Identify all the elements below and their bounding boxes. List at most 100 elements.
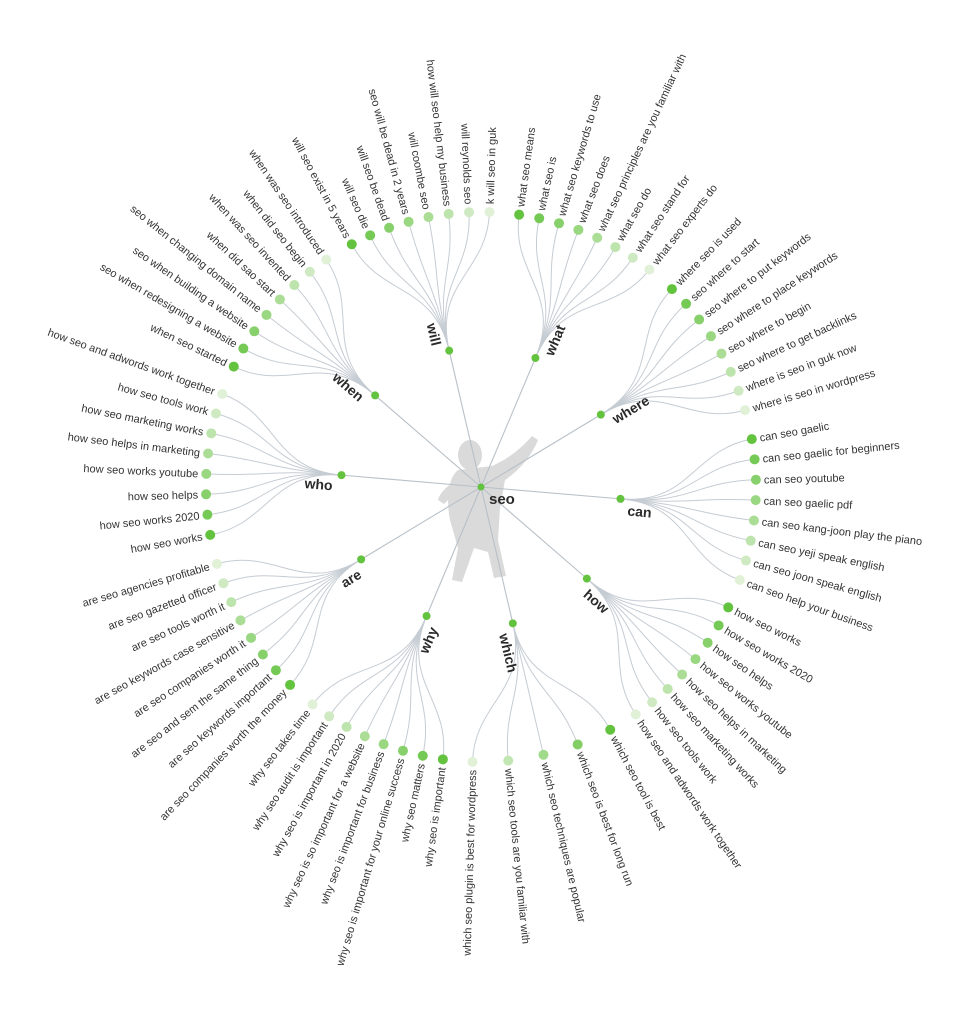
leaf-node <box>246 632 257 643</box>
leaf-node <box>694 314 705 325</box>
leaf-link <box>534 223 560 359</box>
leaf-link <box>364 615 428 737</box>
branch-link <box>448 350 482 488</box>
leaf-node <box>666 284 677 295</box>
branch-node <box>357 555 366 564</box>
leaf-node <box>365 230 376 241</box>
branch-link <box>480 486 514 624</box>
leaf-link <box>211 432 342 476</box>
leaf-node <box>437 754 448 765</box>
leaf-link <box>586 578 637 715</box>
leaf-link <box>512 623 544 755</box>
leaf-link <box>517 214 544 359</box>
branch-node <box>445 346 454 355</box>
leaf-label: which seo plugin is best for wordpress <box>462 769 480 957</box>
leaf-link <box>620 458 755 500</box>
leaf-node <box>723 602 734 613</box>
leaf-link <box>279 299 376 396</box>
branch-label: why <box>415 624 441 656</box>
leaf-node <box>359 731 370 742</box>
leaf-link <box>250 558 362 639</box>
leaf-node <box>746 434 757 445</box>
leaf-link <box>620 438 752 500</box>
branch-link <box>480 357 536 488</box>
leaf-link <box>231 558 362 603</box>
leaf-link <box>600 319 700 416</box>
leaf-node <box>733 385 744 396</box>
leaf-node <box>397 745 408 756</box>
leaf-node <box>443 208 454 219</box>
leaf-node <box>289 280 300 291</box>
leaf-node <box>249 326 260 337</box>
leaf-link <box>600 335 712 416</box>
leaf-node <box>211 408 222 419</box>
leaf-node <box>217 389 228 400</box>
leaf-node <box>464 207 475 218</box>
leaf-node <box>228 361 239 372</box>
leaf-link <box>472 623 517 762</box>
branch-label: can <box>627 503 652 521</box>
leaf-link <box>215 412 342 476</box>
leaf-link <box>346 615 428 728</box>
leaf-node <box>740 555 751 566</box>
leaf-link <box>506 623 519 761</box>
leaf-label: can seo gaelic for beginners <box>762 440 901 466</box>
leaf-label: how seo helps <box>128 489 199 503</box>
branch-node <box>596 410 605 419</box>
leaf-link <box>328 615 428 717</box>
branch-link <box>426 486 482 617</box>
leaf-label: can seo youtube <box>764 472 845 486</box>
leaf-link <box>243 348 376 396</box>
leaf-node <box>749 454 760 465</box>
branch-node <box>582 574 591 583</box>
leaf-link <box>206 473 342 495</box>
leaf-label: how seo works youtube <box>83 463 198 480</box>
leaf-link <box>445 212 490 351</box>
leaf-link <box>293 284 376 396</box>
leaf-node <box>321 254 332 265</box>
leaf-node <box>503 755 514 766</box>
branch-link <box>480 486 621 500</box>
leaf-node <box>647 697 658 708</box>
leaf-link <box>388 227 450 351</box>
branch-node <box>371 391 380 400</box>
leaf-label: how seo works 2020 <box>99 510 200 532</box>
leaf-node <box>203 448 214 459</box>
leaf-node <box>206 428 217 439</box>
leaf-link <box>262 558 362 655</box>
leaf-link <box>275 558 362 671</box>
leaf-link <box>586 578 683 675</box>
branch-node <box>616 494 625 503</box>
leaf-node <box>238 343 249 354</box>
leaf-label: why seo is important <box>423 767 449 869</box>
leaf-link <box>369 235 450 351</box>
leaf-link <box>600 371 731 416</box>
leaf-node <box>218 578 229 589</box>
leaf-node <box>538 749 549 760</box>
leaf-node <box>677 669 688 680</box>
leaf-link <box>444 212 470 351</box>
leaf-node <box>713 620 724 631</box>
leaf-link <box>534 229 579 359</box>
leaf-node <box>201 468 212 479</box>
leaf-node <box>201 489 212 500</box>
leaf-node <box>734 574 745 585</box>
leaf-label: will coombe seo <box>405 130 432 210</box>
branch-label: when <box>329 368 367 404</box>
leaf-node <box>644 264 655 275</box>
branch-node <box>337 471 346 480</box>
leaf-label: can seo gaelic pdf <box>763 496 853 512</box>
leaf-node <box>716 348 727 359</box>
leaf-link <box>600 400 746 416</box>
leaf-link <box>206 472 342 476</box>
leaf-node <box>630 709 641 720</box>
leaf-link <box>207 453 342 476</box>
leaf-node <box>748 515 759 526</box>
leaf-link <box>600 353 722 416</box>
leaf-node <box>261 309 272 320</box>
leaf-link <box>289 558 362 686</box>
person-silhouette-icon <box>438 436 538 582</box>
leaf-node <box>403 216 414 227</box>
leaf-link <box>222 393 342 476</box>
leaf-node <box>750 495 761 506</box>
